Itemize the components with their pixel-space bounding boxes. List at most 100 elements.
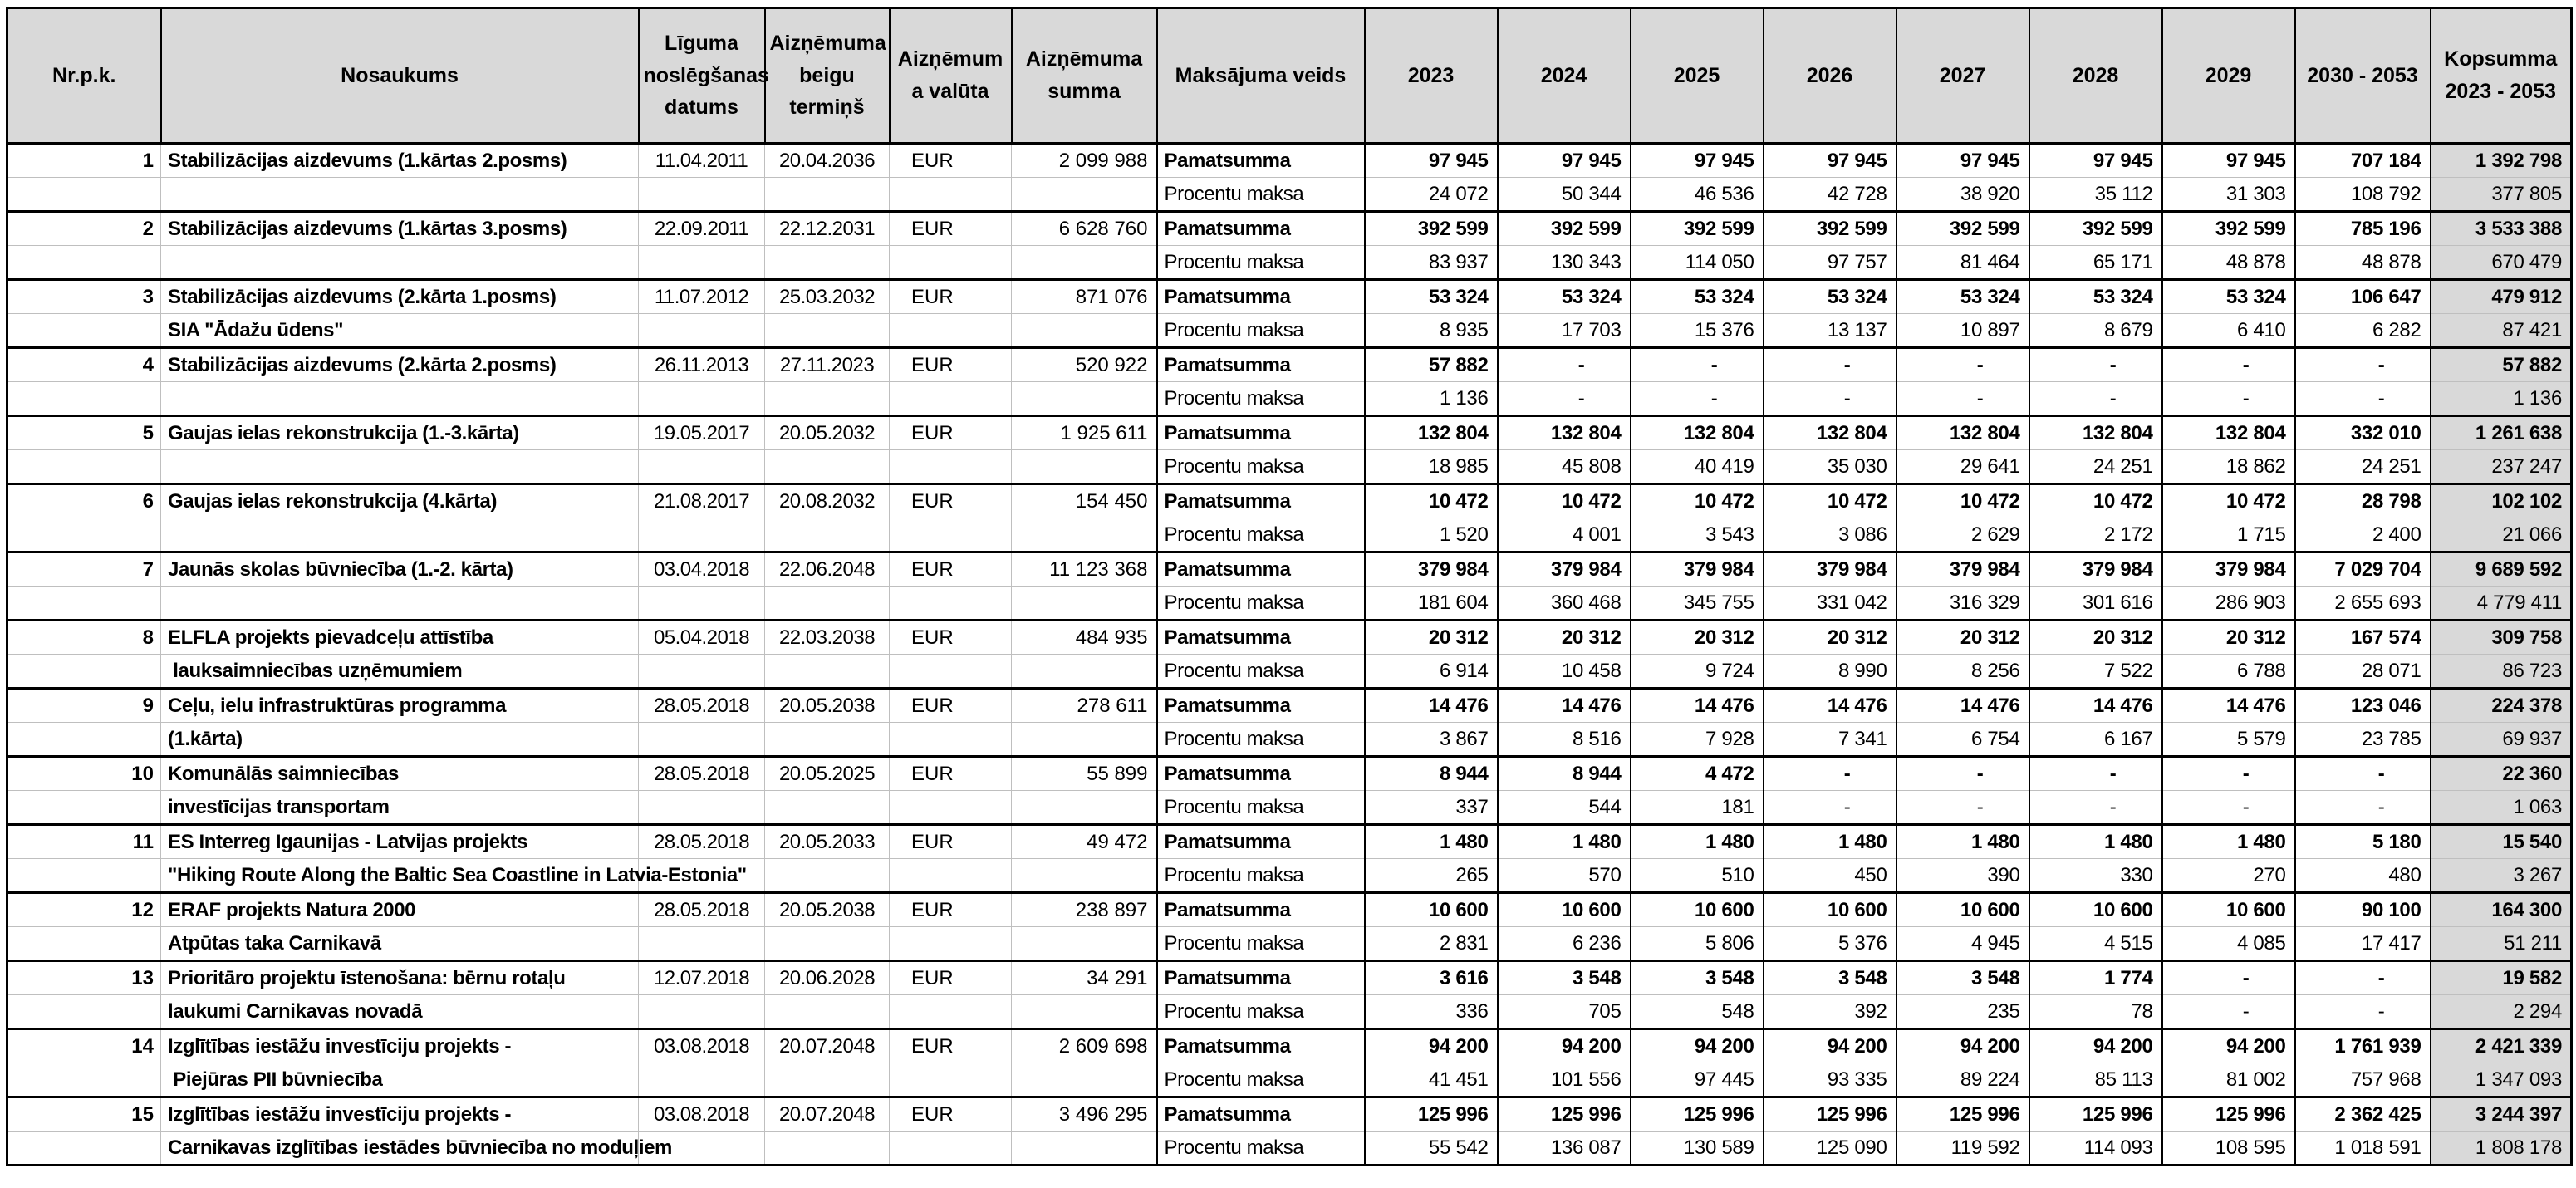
year-value-cell: 83 937 [1364, 245, 1499, 280]
total-cell: 1 063 [2430, 790, 2572, 825]
year-value-cell: 38 920 [1896, 177, 2030, 212]
year-value-cell: 3 548 [1896, 960, 2030, 995]
year-value-cell: - [2161, 960, 2296, 995]
year-value-cell: 97 945 [1630, 142, 1764, 178]
year-value-cell: 35 112 [2029, 177, 2163, 212]
date-end-cell: 20.06.2028 [764, 960, 890, 995]
nr-cell: 11 [7, 823, 161, 859]
loan-row-principal: 14 Izglītības iestāžu investīciju projekt… [7, 1028, 2572, 1063]
year-value-cell: - [2161, 755, 2296, 791]
year-value-cell: 132 804 [1364, 415, 1499, 450]
year-value-cell: 78 [2029, 994, 2163, 1029]
year-value-cell: 15 376 [1630, 313, 1764, 348]
year-value-cell: 10 600 [1763, 891, 1897, 927]
amount-cell: 3 496 295 [1011, 1096, 1158, 1132]
date-signed-cell: 12.07.2018 [638, 960, 765, 995]
amount-cell: 871 076 [1011, 278, 1158, 314]
currency-cell [889, 313, 1012, 348]
date-signed-cell [638, 790, 765, 825]
name-cell: Gaujas ielas rekonstrukcija (4.kārta) [160, 483, 639, 518]
year-value-cell: 379 984 [1364, 551, 1499, 587]
year-value-cell: 94 200 [1763, 1028, 1897, 1063]
year-value-cell: 14 476 [1896, 687, 2030, 723]
date-end-cell: 25.03.2032 [764, 278, 890, 314]
amount-cell [1011, 790, 1158, 825]
year-value-cell: 41 451 [1364, 1063, 1499, 1097]
nr-cell [7, 245, 161, 280]
year-value-cell: 4 472 [1630, 755, 1764, 791]
payment-type-cell: Procentu maksa [1156, 994, 1366, 1029]
year-value-cell: 3 086 [1763, 518, 1897, 552]
amount-cell: 2 099 988 [1011, 142, 1158, 178]
amount-cell [1011, 994, 1158, 1029]
name-cell: Stabilizācijas aizdevums (1.kārtas 2.pos… [160, 142, 639, 178]
year-value-cell: 119 592 [1896, 1131, 2030, 1166]
year-value-cell: 301 616 [2029, 586, 2163, 621]
date-end-cell [764, 449, 890, 484]
amount-cell [1011, 177, 1158, 212]
loan-row-interest: "Hiking Route Along the Baltic Sea Coast… [7, 858, 2572, 893]
nr-cell [7, 381, 161, 416]
name-cell: Stabilizācijas aizdevums (2.kārta 2.posm… [160, 346, 639, 382]
year-value-cell: 1 480 [1364, 823, 1499, 859]
year-value-cell: 48 878 [2161, 245, 2296, 280]
total-cell: 15 540 [2430, 823, 2572, 859]
column-header-y2028: 2028 [2028, 7, 2163, 145]
year-value-cell: 17 703 [1497, 313, 1631, 348]
nr-cell: 13 [7, 960, 161, 995]
year-value-cell: 2 172 [2029, 518, 2163, 552]
year-value-cell: 132 804 [2029, 415, 2163, 450]
year-value-cell: 10 600 [1630, 891, 1764, 927]
date-end-cell [764, 381, 890, 416]
currency-cell: EUR [889, 960, 1012, 995]
year-value-cell: 132 804 [1896, 415, 2030, 450]
date-signed-cell [638, 926, 765, 961]
year-value-cell: 136 087 [1497, 1131, 1631, 1166]
column-header-amount: Aizņēmuma summa [1010, 7, 1158, 145]
year-value-cell: 81 464 [1896, 245, 2030, 280]
date-signed-cell: 11.07.2012 [638, 278, 765, 314]
date-signed-cell: 05.04.2018 [638, 619, 765, 655]
payment-type-cell: Procentu maksa [1156, 449, 1366, 484]
year-value-cell: 5 180 [2294, 823, 2431, 859]
date-signed-cell [638, 654, 765, 689]
year-value-cell: 28 071 [2294, 654, 2431, 689]
currency-cell: EUR [889, 1096, 1012, 1132]
currency-cell [889, 1063, 1012, 1097]
currency-cell [889, 858, 1012, 893]
year-value-cell: 50 344 [1497, 177, 1631, 212]
date-end-cell: 27.11.2023 [764, 346, 890, 382]
currency-cell: EUR [889, 891, 1012, 927]
currency-cell [889, 1131, 1012, 1166]
loan-row-interest: Procentu maksa 18 985 45 808 40 419 35 030 29… [7, 449, 2572, 484]
amount-cell: 6 628 760 [1011, 210, 1158, 246]
payment-type-cell: Pamatsumma [1156, 891, 1366, 927]
year-value-cell: 390 [1896, 858, 2030, 893]
year-value-cell: 29 641 [1896, 449, 2030, 484]
year-value-cell: 20 312 [2029, 619, 2163, 655]
payment-type-cell: Pamatsumma [1156, 1096, 1366, 1132]
date-end-cell [764, 1131, 890, 1166]
amount-cell [1011, 586, 1158, 621]
year-value-cell: 55 542 [1364, 1131, 1499, 1166]
date-end-cell: 20.05.2038 [764, 687, 890, 723]
year-value-cell: 8 944 [1497, 755, 1631, 791]
loan-row-interest: SIA "Ādažu ūdens" Procentu maksa 8 935 17 7… [7, 313, 2572, 348]
name-cell: Izglītības iestāžu investīciju projekts … [160, 1028, 639, 1063]
year-value-cell: 3 867 [1364, 722, 1499, 757]
nr-cell: 9 [7, 687, 161, 723]
nr-cell: 2 [7, 210, 161, 246]
year-value-cell: 53 324 [2029, 278, 2163, 314]
name-cell: laukumi Carnikavas novadā [160, 994, 639, 1029]
payment-type-cell: Procentu maksa [1156, 858, 1366, 893]
amount-cell: 11 123 368 [1011, 551, 1158, 587]
name-cell: ES Interreg Igaunijas - Latvijas projekt… [160, 823, 639, 859]
loan-row-principal: 10 Komunālās saimniecības 28.05.2018 20.05.… [7, 755, 2572, 791]
year-value-cell: 53 324 [1896, 278, 2030, 314]
year-value-cell: 46 536 [1630, 177, 1764, 212]
year-value-cell: 94 200 [2029, 1028, 2163, 1063]
year-value-cell: 1 480 [1630, 823, 1764, 859]
total-cell: 164 300 [2430, 891, 2572, 927]
date-end-cell: 22.06.2048 [764, 551, 890, 587]
date-end-cell [764, 790, 890, 825]
